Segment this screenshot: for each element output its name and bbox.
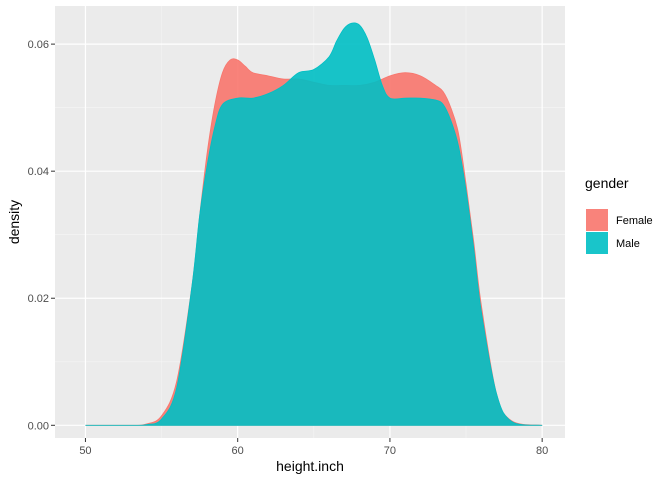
y-axis-title: density — [6, 200, 22, 244]
x-tick-label: 80 — [536, 445, 548, 457]
legend-key-male — [586, 232, 608, 254]
legend-label-male: Male — [616, 238, 640, 250]
x-tick-label: 60 — [232, 445, 244, 457]
legend-key-female — [586, 209, 608, 231]
y-tick-label: 0.00 — [28, 420, 49, 432]
axes: 50 60 70 80 0.00 0.02 0.04 0.06 — [28, 39, 549, 457]
y-tick-label: 0.06 — [28, 39, 49, 51]
y-tick-label: 0.04 — [28, 166, 49, 178]
legend-title: gender — [585, 175, 629, 191]
x-axis-title: height.inch — [276, 458, 344, 474]
y-tick-label: 0.02 — [28, 293, 49, 305]
x-tick-label: 70 — [384, 445, 396, 457]
density-area-male — [85, 22, 543, 426]
legend: gender Female Male — [585, 175, 653, 254]
density-areas — [85, 22, 543, 426]
x-tick-label: 50 — [79, 445, 91, 457]
legend-label-female: Female — [616, 215, 653, 227]
